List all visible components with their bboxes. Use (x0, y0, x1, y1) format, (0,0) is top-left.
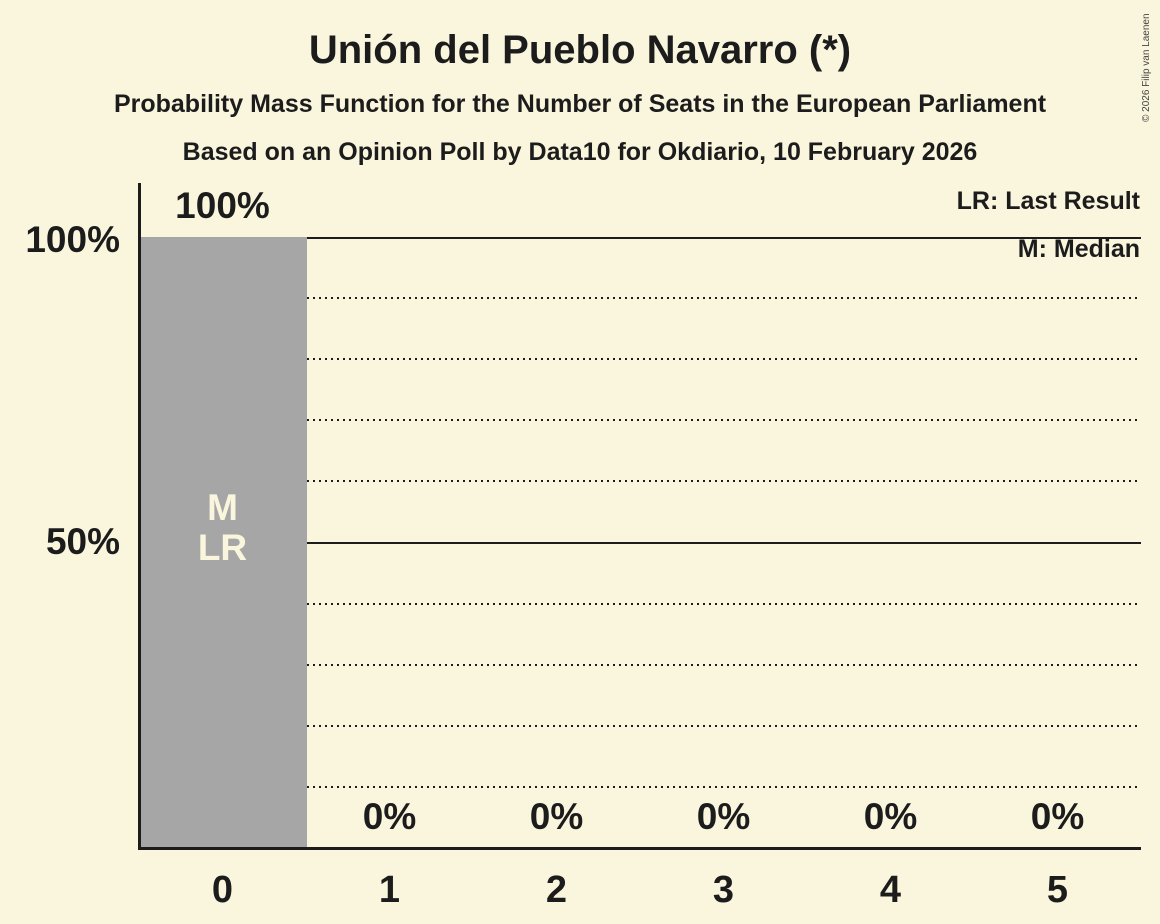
annotation-line: LR (197, 526, 248, 568)
gridline-dotted-30 (139, 663, 1141, 666)
xtick-label-2: 2 (545, 869, 568, 911)
bar-label-4: 0% (863, 796, 918, 837)
ytick-label-50: 50% (45, 521, 120, 562)
gridline-dotted-10 (139, 785, 1141, 788)
gridline-solid-50 (139, 541, 1141, 544)
gridline-dotted-60 (139, 480, 1141, 483)
chart-title: Unión del Pueblo Navarro (*) (308, 28, 852, 72)
bar-label-5: 0% (1030, 796, 1085, 837)
ytick-label-100: 100% (25, 219, 120, 260)
annotation-line: M (207, 486, 238, 528)
y-axis-line (138, 183, 141, 850)
bar-label-0: 100% (175, 185, 270, 226)
copyright-notice: © 2026 Filip van Laenen (1141, 13, 1152, 122)
gridline-solid-100 (139, 237, 1141, 239)
xtick-label-0: 0 (211, 869, 234, 911)
bar-label-2: 0% (529, 796, 584, 837)
bar-label-3: 0% (696, 796, 751, 837)
xtick-label-1: 1 (378, 869, 401, 911)
legend-median: M: Median (1017, 235, 1140, 263)
plot-area: 100% 0% 0% 0% 0% 0% M LR (139, 187, 1141, 848)
gridline-dotted-20 (139, 724, 1141, 727)
gridline-dotted-90 (139, 297, 1141, 300)
x-axis-line (138, 847, 1141, 850)
median-last-result-annotation: M LR (139, 486, 306, 568)
xtick-label-5: 5 (1046, 869, 1069, 911)
gridline-dotted-80 (139, 358, 1141, 361)
bar-label-1: 0% (362, 796, 417, 837)
legend-last-result: LR: Last Result (956, 187, 1140, 215)
chart-subtitle: Probability Mass Function for the Number… (113, 90, 1047, 118)
gridline-dotted-40 (139, 602, 1141, 605)
xtick-label-3: 3 (712, 869, 735, 911)
xtick-label-4: 4 (879, 869, 902, 911)
chart-source-line: Based on an Opinion Poll by Data10 for O… (182, 138, 978, 166)
gridline-dotted-70 (139, 419, 1141, 422)
bar-0 (140, 237, 307, 847)
